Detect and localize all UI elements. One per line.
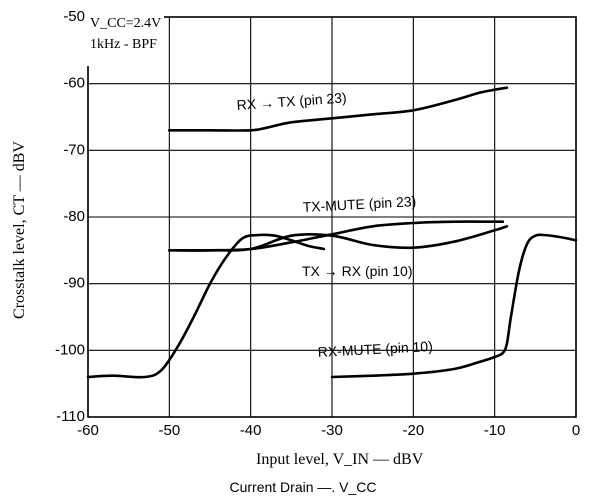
label-rx-tx: RX → TX (pin 23) bbox=[236, 89, 347, 113]
series-line-4 bbox=[330, 233, 578, 379]
x-tick-label: -50 bbox=[158, 422, 180, 439]
condition-vcc: V_CC=2.4V bbox=[90, 16, 161, 31]
y-tick-label: -70 bbox=[63, 141, 85, 158]
label-tx-mute: TX-MUTE (pin 23) bbox=[302, 193, 416, 215]
series-line-3 bbox=[86, 233, 326, 379]
x-tick-label: -10 bbox=[484, 422, 506, 439]
x-tick-label: -20 bbox=[402, 422, 424, 439]
label-tx-rx: TX → RX (pin 10) bbox=[302, 263, 412, 279]
x-tick-label: 0 bbox=[572, 422, 580, 439]
y-tick-label: -50 bbox=[63, 8, 85, 25]
y-tick-label: -90 bbox=[63, 275, 85, 292]
y-axis-title: Crosstalk level, CT — dBV bbox=[11, 141, 28, 319]
series-line-0 bbox=[168, 86, 509, 132]
plot-frame bbox=[87, 16, 577, 418]
figure-caption: Current Drain —. V_CC bbox=[229, 479, 376, 495]
y-tick-label: -110 bbox=[56, 408, 85, 425]
x-axis-title: Input level, V_IN — dBV bbox=[256, 451, 424, 468]
y-tick-label: -60 bbox=[63, 75, 85, 92]
condition-filter: 1kHz - BPF bbox=[90, 37, 157, 52]
y-tick-label: -100 bbox=[55, 341, 85, 358]
x-tick-label: -30 bbox=[321, 422, 343, 439]
conditions-box bbox=[86, 10, 164, 66]
y-tick-label: -80 bbox=[63, 208, 85, 225]
x-tick-label: -40 bbox=[240, 422, 262, 439]
series-lines bbox=[86, 86, 578, 379]
series-line-2 bbox=[168, 225, 509, 252]
tick-labels: -60 -50 -40 -30 -20 -10 0-50-60-70-80-90-100-1… bbox=[55, 8, 580, 439]
x-tick-label: -60 bbox=[77, 422, 99, 439]
label-rx-mute: RX-MUTE (pin 10) bbox=[317, 338, 433, 360]
